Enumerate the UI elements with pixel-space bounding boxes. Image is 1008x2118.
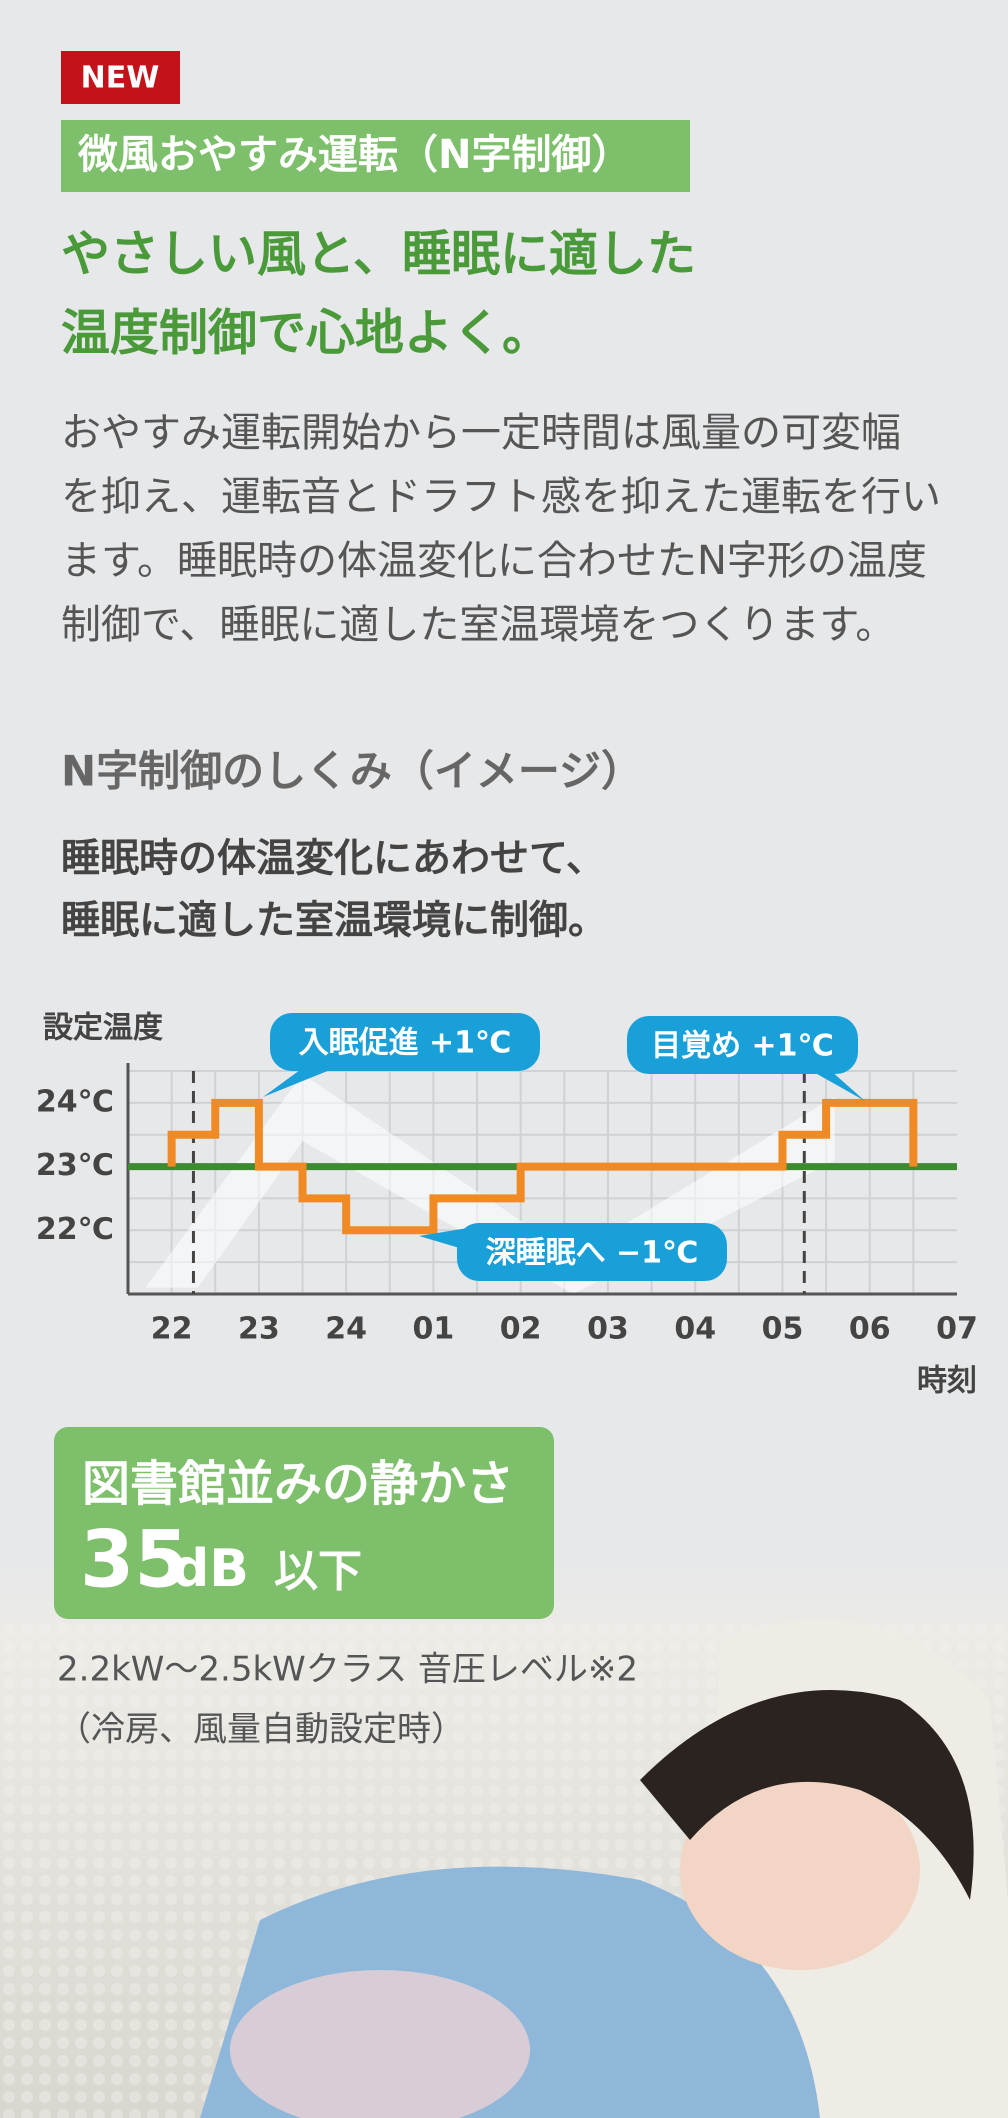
quiet-number: 35	[80, 1515, 189, 1605]
x-tick-label: 03	[587, 1312, 629, 1347]
y-tick-label: 23℃	[36, 1148, 114, 1183]
label-bar	[61, 120, 690, 192]
temperature-line	[167, 1098, 918, 1235]
x-tick-label: 22	[151, 1312, 193, 1347]
label-text: 微風おやすみ運転（N字制御）	[77, 132, 631, 178]
y-axis-label: 設定温度	[43, 1011, 163, 1046]
section-lead: 睡眠時の体温変化にあわせて、	[61, 837, 605, 882]
y-tick-label: 22℃	[36, 1212, 114, 1247]
x-tick-label: 06	[849, 1312, 891, 1347]
body-text: 制御で、睡眠に適した室温環境をつくります。	[61, 602, 895, 648]
callout	[627, 1016, 858, 1074]
callout-tail	[263, 1070, 330, 1097]
headline: やさしい風と、睡眠に適した	[61, 226, 696, 283]
y-tick-label: 24℃	[36, 1084, 114, 1119]
x-tick-label: 23	[238, 1312, 280, 1347]
x-tick-label: 01	[413, 1312, 455, 1347]
callout-text: 目覚め +1℃	[651, 1029, 834, 1064]
x-tick-label: 02	[500, 1312, 542, 1347]
note: 2.2kW〜2.5kWクラス 音圧レベル※2	[57, 1650, 638, 1690]
new-badge-text: NEW	[81, 61, 160, 96]
x-tick-label: 07	[936, 1312, 978, 1347]
x-tick-label: 24	[325, 1312, 367, 1347]
callout-text: 入眠促進 +1℃	[299, 1026, 512, 1061]
x-tick-label: 04	[674, 1312, 716, 1347]
chart: 24℃ 23℃ 22℃ 22 23 24 01 02 03 04 05 06 07 入眠促進 +1℃ 深睡眠…	[36, 1013, 978, 1347]
photo	[0, 1550, 1008, 2118]
x-tick-label: 05	[762, 1312, 804, 1347]
callout-tail	[810, 1070, 865, 1101]
headline: 温度制御で心地よく。	[61, 305, 551, 362]
body-text: おやすみ運転開始から一定時間は風量の可変幅	[61, 410, 901, 456]
callout	[270, 1013, 540, 1071]
quiet-box	[54, 1427, 554, 1619]
callout	[457, 1223, 727, 1281]
section-title: N字制御のしくみ（イメージ）	[61, 747, 643, 796]
quiet-title: 図書館並みの静かさ	[82, 1456, 514, 1512]
quiet-suffix: 以下	[274, 1546, 362, 1597]
quiet-unit: dB	[172, 1539, 249, 1599]
body-text: ます。睡眠時の体温変化に合わせたN字形の温度	[61, 538, 927, 584]
new-badge	[61, 51, 180, 104]
section-lead: 睡眠に適した室温環境に制御。	[61, 899, 607, 944]
x-axis-label: 時刻	[917, 1364, 977, 1399]
callout-text: 深睡眠へ −1℃	[486, 1236, 699, 1271]
body-text: を抑え、運転音とドラフト感を抑えた運転を行い	[61, 474, 941, 520]
note: （冷房、風量自動設定時）	[57, 1710, 465, 1750]
